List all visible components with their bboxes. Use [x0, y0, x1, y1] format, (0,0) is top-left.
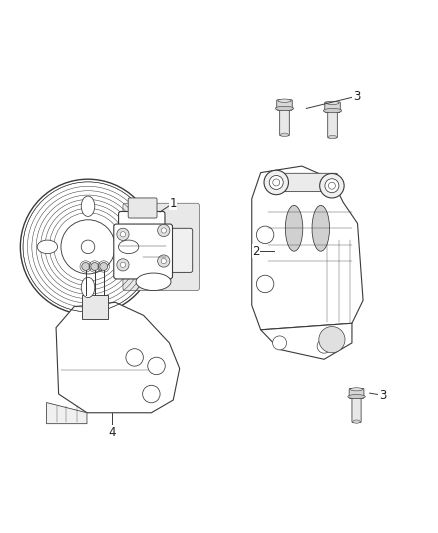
- Circle shape: [158, 255, 170, 267]
- Ellipse shape: [118, 240, 139, 254]
- FancyBboxPatch shape: [352, 397, 361, 423]
- Polygon shape: [56, 302, 180, 413]
- Ellipse shape: [281, 133, 288, 136]
- Circle shape: [161, 259, 166, 264]
- Circle shape: [117, 259, 129, 271]
- Circle shape: [143, 385, 160, 403]
- Circle shape: [20, 179, 155, 314]
- FancyBboxPatch shape: [349, 389, 364, 398]
- Ellipse shape: [275, 106, 294, 111]
- Circle shape: [117, 228, 129, 240]
- Circle shape: [272, 336, 286, 350]
- Ellipse shape: [285, 205, 303, 251]
- Ellipse shape: [81, 196, 95, 216]
- Circle shape: [81, 240, 95, 254]
- Text: 2: 2: [252, 245, 260, 258]
- FancyBboxPatch shape: [123, 203, 199, 290]
- Circle shape: [269, 175, 283, 189]
- Circle shape: [256, 226, 274, 244]
- Circle shape: [126, 349, 143, 366]
- Ellipse shape: [81, 277, 95, 297]
- FancyBboxPatch shape: [128, 198, 157, 218]
- FancyBboxPatch shape: [277, 100, 292, 110]
- FancyBboxPatch shape: [328, 111, 337, 138]
- Polygon shape: [261, 323, 352, 359]
- Circle shape: [325, 179, 339, 193]
- Polygon shape: [82, 295, 108, 319]
- FancyBboxPatch shape: [156, 228, 193, 272]
- Ellipse shape: [278, 99, 291, 102]
- Circle shape: [328, 182, 336, 189]
- Ellipse shape: [353, 420, 360, 423]
- FancyBboxPatch shape: [114, 224, 173, 279]
- Circle shape: [273, 179, 280, 186]
- Circle shape: [264, 170, 289, 195]
- Text: 1: 1: [170, 197, 177, 209]
- Ellipse shape: [326, 101, 339, 104]
- FancyBboxPatch shape: [325, 102, 340, 112]
- FancyBboxPatch shape: [280, 108, 289, 136]
- Circle shape: [61, 220, 115, 274]
- Ellipse shape: [136, 273, 171, 290]
- Circle shape: [320, 174, 344, 198]
- Circle shape: [161, 228, 166, 233]
- Ellipse shape: [348, 394, 365, 399]
- Text: 3: 3: [379, 389, 386, 402]
- Ellipse shape: [323, 109, 342, 113]
- Polygon shape: [46, 402, 87, 424]
- Circle shape: [82, 263, 90, 270]
- Ellipse shape: [328, 135, 336, 139]
- Ellipse shape: [37, 240, 57, 254]
- Text: 3: 3: [353, 90, 360, 103]
- Ellipse shape: [312, 205, 329, 251]
- Text: 4: 4: [108, 426, 116, 439]
- Ellipse shape: [350, 388, 363, 391]
- Circle shape: [91, 263, 99, 270]
- Circle shape: [120, 262, 126, 268]
- Circle shape: [256, 275, 274, 293]
- Circle shape: [148, 357, 165, 375]
- Polygon shape: [252, 166, 363, 330]
- Circle shape: [120, 232, 126, 237]
- FancyBboxPatch shape: [119, 212, 165, 246]
- Circle shape: [319, 327, 345, 353]
- Circle shape: [100, 263, 108, 270]
- Circle shape: [158, 224, 170, 237]
- FancyBboxPatch shape: [271, 173, 338, 192]
- Circle shape: [317, 339, 331, 353]
